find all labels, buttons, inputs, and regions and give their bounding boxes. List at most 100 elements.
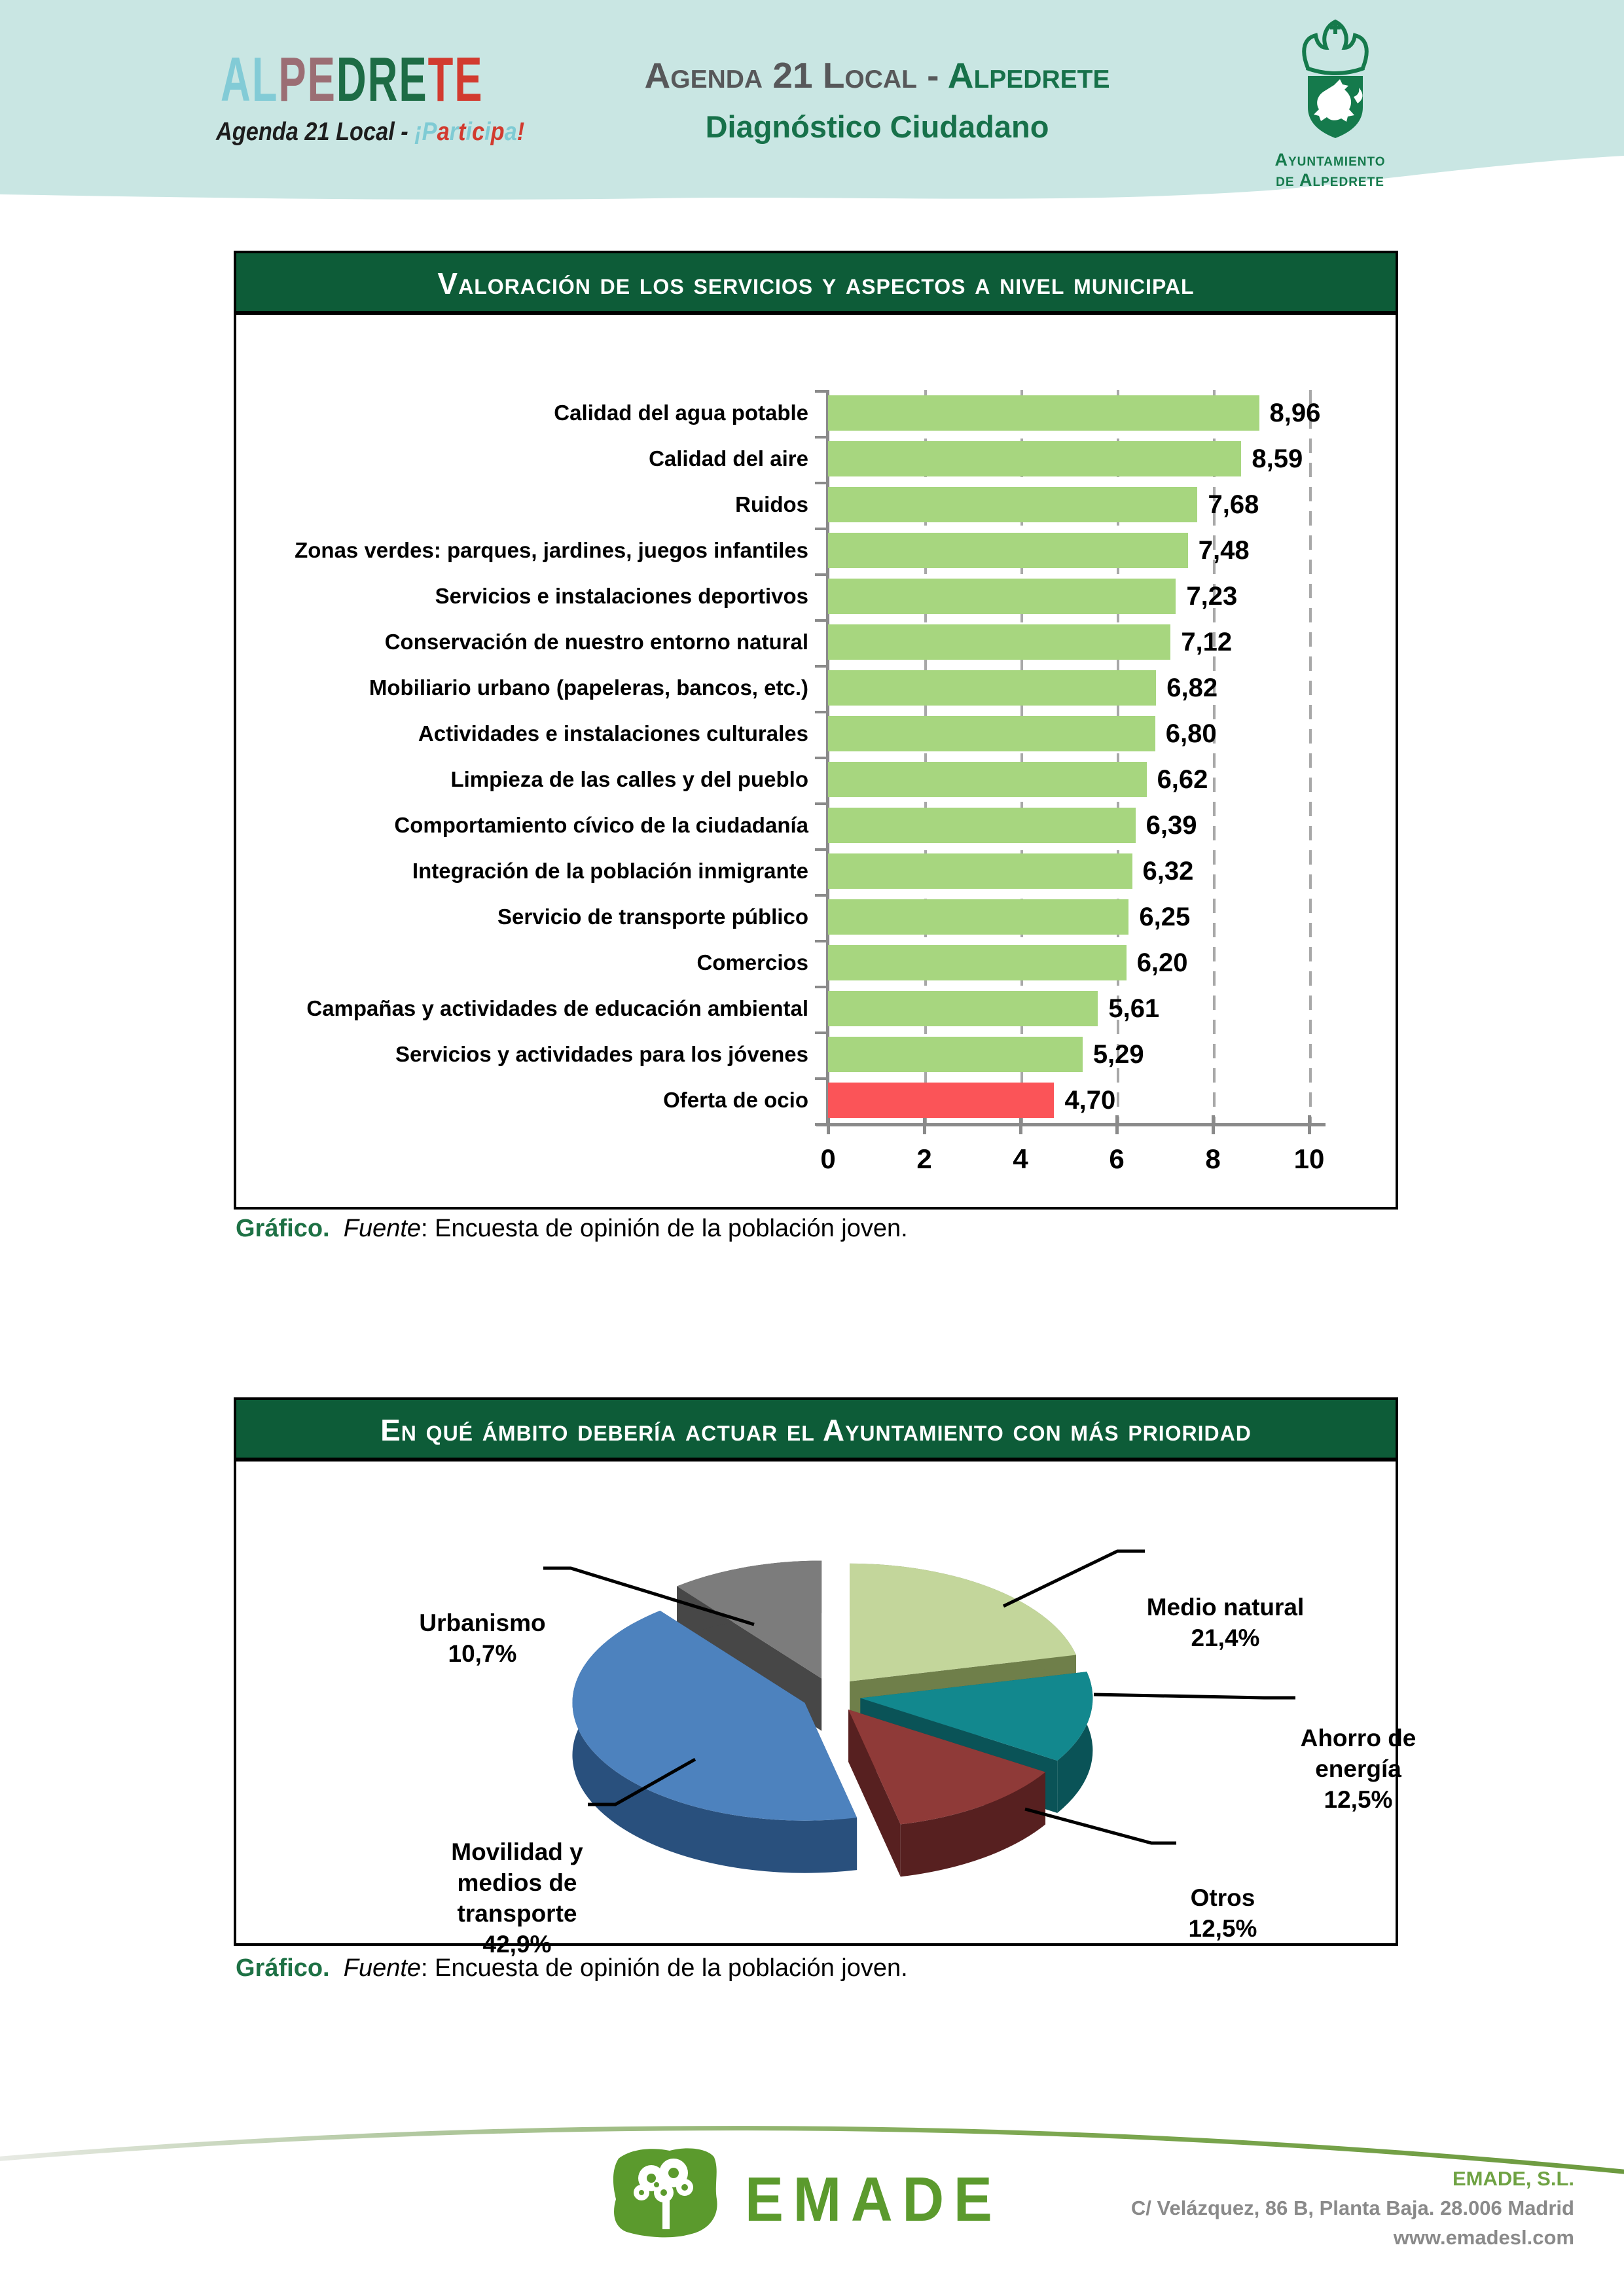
bar <box>828 441 1242 476</box>
crown-icon <box>1302 19 1369 75</box>
pie-slice-urbanismo <box>677 1560 822 1679</box>
bar-track: 5,29 <box>828 1031 1390 1077</box>
bar-track: 7,68 <box>828 482 1390 528</box>
bar-value-label: 7,68 <box>1208 490 1259 519</box>
bar-row: Campañas y actividades de educación ambi… <box>236 986 1390 1031</box>
bar-category-label: Integración de la población inmigrante <box>412 859 808 883</box>
bar-row: Zonas verdes: parques, jardines, juegos … <box>236 528 1390 573</box>
bar <box>828 853 1132 889</box>
pie-label-ahorro-de-energ-a: Ahorro de energía 12,5% <box>1273 1723 1443 1815</box>
pie-callout-line <box>1093 1693 1295 1700</box>
gridline-2 <box>924 390 927 1124</box>
bar-row: Servicios e instalaciones deportivos 7,23 <box>236 573 1390 619</box>
bar-row: Servicios y actividades para los jóvenes… <box>236 1031 1390 1077</box>
bar-category-label: Actividades e instalaciones culturales <box>418 721 808 745</box>
pie-label-line: Urbanismo <box>419 1609 546 1636</box>
pie-label-urbanismo: Urbanismo 10,7% <box>404 1607 561 1669</box>
logo-letter: c <box>472 118 485 146</box>
pie-label-line: 21,4% <box>1191 1624 1260 1651</box>
tagline-prefix: Agenda 21 Local - <box>216 118 415 146</box>
pie-label-line: medios de <box>457 1869 577 1896</box>
bar-value-label: 6,39 <box>1146 811 1197 840</box>
bar <box>828 762 1147 797</box>
bar-row: Limpieza de las calles y del pueblo 6,62 <box>236 757 1390 802</box>
header-line1: Agenda 21 Local - Alpedrete <box>625 56 1129 94</box>
bar <box>828 579 1176 614</box>
caption-text: : Encuesta de opinión de la población jo… <box>421 1954 908 1982</box>
bar-category-label: Servicios e instalaciones deportivos <box>435 584 808 608</box>
bar <box>828 624 1171 660</box>
bar <box>828 1037 1083 1072</box>
y-axis-ticks <box>815 390 827 1126</box>
bar-chart-rows: Calidad del agua potable 8,96 Calidad del … <box>236 390 1390 1123</box>
bar-value-label: 6,32 <box>1142 857 1194 886</box>
bar-track: 6,20 <box>828 940 1390 986</box>
logo-letter: p <box>490 118 505 146</box>
bar <box>828 533 1188 568</box>
bar-chart-panel: Valoración de los servicios y aspectos a… <box>234 251 1398 1210</box>
logo-letter: r <box>449 118 459 146</box>
bar-track: 5,61 <box>828 986 1390 1031</box>
bar-value-label: 5,29 <box>1092 1040 1144 1069</box>
pie-slice-otros <box>848 1709 1046 1825</box>
bar-track: 6,39 <box>828 802 1390 848</box>
x-axis-tick-label: 4 <box>1013 1143 1028 1174</box>
bar-category-label: Conservación de nuestro entorno natural <box>384 630 808 654</box>
pie-label-line: Movilidad y <box>451 1839 583 1865</box>
bar <box>828 670 1157 706</box>
pie-label-line: 12,5% <box>1188 1915 1257 1942</box>
x-axis-tick-label: 8 <box>1205 1143 1221 1174</box>
caption-fuente: Fuente <box>343 1954 422 1982</box>
tagline-participa: ¡Participa! <box>414 118 524 146</box>
bar-track: 7,12 <box>828 619 1390 665</box>
bar <box>828 395 1259 431</box>
bar-category-label: Ruidos <box>735 492 808 516</box>
bar <box>828 899 1129 935</box>
bar-row: Integración de la población inmigrante 6,… <box>236 848 1390 894</box>
bar-track: 8,59 <box>828 436 1390 482</box>
bar-track: 7,48 <box>828 528 1390 573</box>
footer-arc <box>0 2126 1624 2174</box>
bar-track: 6,25 <box>828 894 1390 940</box>
x-axis-tick-label: 0 <box>820 1143 836 1174</box>
bar-category-label: Campañas y actividades de educación ambi… <box>306 996 808 1020</box>
alpedrete-logo-tagline: Agenda 21 Local - ¡Participa! <box>216 118 524 147</box>
bar-row: Servicio de transporte público 6,25 <box>236 894 1390 940</box>
bar-value-label: 6,25 <box>1139 903 1191 931</box>
logo-letter: R <box>367 45 399 115</box>
logo-letter: a <box>504 118 517 146</box>
logo-letter: E <box>307 45 336 115</box>
bar-value-label: 6,80 <box>1165 719 1217 748</box>
logo-letter: ! <box>516 118 525 146</box>
pie-label-line: Otros <box>1190 1884 1255 1911</box>
bar-value-label: 8,96 <box>1269 399 1321 427</box>
bar-value-label: 4,70 <box>1064 1086 1116 1115</box>
logo-letter: L <box>251 45 279 115</box>
tree-icon <box>634 2159 693 2229</box>
bar <box>828 991 1098 1026</box>
caption-fuente: Fuente <box>343 1215 422 1242</box>
logo-letter: i <box>484 118 491 146</box>
bar-track: 7,23 <box>828 573 1390 619</box>
pie-slice-movilidad-y-medios-de-transporte <box>572 1610 857 1821</box>
municipal-crest-icon <box>1302 19 1369 138</box>
gridline-4 <box>1020 390 1023 1124</box>
bar-track: 6,62 <box>828 757 1390 802</box>
bar-category-label: Comportamiento cívico de la ciudadanía <box>394 813 808 837</box>
x-axis-tick-label: 6 <box>1109 1143 1125 1174</box>
bar-value-label: 8,59 <box>1252 444 1303 473</box>
bar-category-label: Zonas verdes: parques, jardines, juegos … <box>295 538 808 562</box>
lion-tail <box>1354 88 1363 103</box>
bar-row: Comportamiento cívico de la ciudadanía 6,… <box>236 802 1390 848</box>
logo-letter: t <box>458 118 466 146</box>
logo-letter: i <box>465 118 473 146</box>
logo-letter: E <box>454 45 484 115</box>
gridline-10 <box>1309 390 1312 1124</box>
bar-category-label: Mobiliario urbano (papeleras, bancos, et… <box>369 675 808 700</box>
bar-value-label: 7,48 <box>1198 536 1250 565</box>
bar <box>828 1083 1055 1118</box>
x-axis-line <box>816 1123 1326 1126</box>
gridline-6 <box>1117 390 1119 1124</box>
pie-slice-medio-natural <box>850 1563 1076 1681</box>
